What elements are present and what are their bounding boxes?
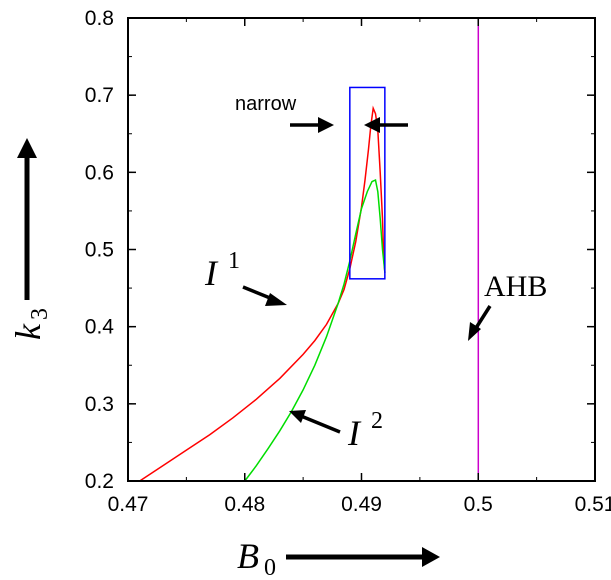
narrow-arrow-right-head bbox=[364, 117, 380, 133]
i1-label-symbol: I bbox=[204, 253, 219, 293]
i2-arrow-shaft bbox=[300, 414, 341, 434]
y-tick-label: 0.2 bbox=[85, 470, 114, 493]
narrow-arrow-left-head bbox=[318, 117, 334, 133]
i2-arrow-head bbox=[289, 410, 306, 423]
i1-label-sup: 1 bbox=[228, 248, 240, 274]
x-axis-arrowhead bbox=[422, 547, 440, 567]
x-axis-subscript: 0 bbox=[264, 555, 276, 580]
y-axis-symbol: k bbox=[8, 323, 48, 340]
y-axis-arrowhead bbox=[17, 138, 37, 158]
x-tick-label: 0.51 bbox=[575, 493, 611, 516]
y-axis-label: k 3 bbox=[8, 138, 53, 340]
x-axis-symbol: B bbox=[237, 536, 259, 576]
y-tick-label: 0.5 bbox=[85, 239, 114, 262]
y-tick-label: 0.4 bbox=[85, 316, 115, 339]
y-tick-label: 0.3 bbox=[85, 393, 114, 416]
narrow-label: narrow bbox=[235, 93, 297, 115]
x-axis-label: B 0 bbox=[237, 536, 440, 580]
y-axis-ticks: 0.2 0.3 0.4 0.5 0.6 0.7 0.8 bbox=[85, 7, 595, 493]
x-tick-label: 0.49 bbox=[341, 493, 382, 516]
y-tick-label: 0.7 bbox=[85, 84, 114, 107]
highlight-box bbox=[349, 86, 386, 280]
i2-label-symbol: I bbox=[347, 413, 362, 453]
x-tick-label: 0.48 bbox=[224, 493, 265, 516]
x-tick-label: 0.47 bbox=[108, 493, 149, 516]
i2-label-sup: 2 bbox=[371, 408, 383, 434]
annotations: narrow I 1 I 2 AHB bbox=[204, 93, 547, 453]
ahb-label: AHB bbox=[484, 270, 547, 303]
y-tick-label: 0.6 bbox=[85, 161, 114, 184]
series-layer bbox=[139, 18, 480, 482]
series-line-i2 bbox=[244, 179, 386, 482]
y-axis-subscript: 3 bbox=[27, 308, 53, 320]
x-axis-ticks: 0.47 0.48 0.49 0.5 0.51 bbox=[108, 18, 611, 516]
i1-arrow-head bbox=[265, 293, 287, 306]
x-tick-label: 0.5 bbox=[464, 493, 493, 516]
ahb-arrow-head bbox=[468, 322, 481, 341]
ahb-arrow-shaft bbox=[474, 305, 492, 329]
y-tick-label: 0.8 bbox=[85, 7, 114, 30]
